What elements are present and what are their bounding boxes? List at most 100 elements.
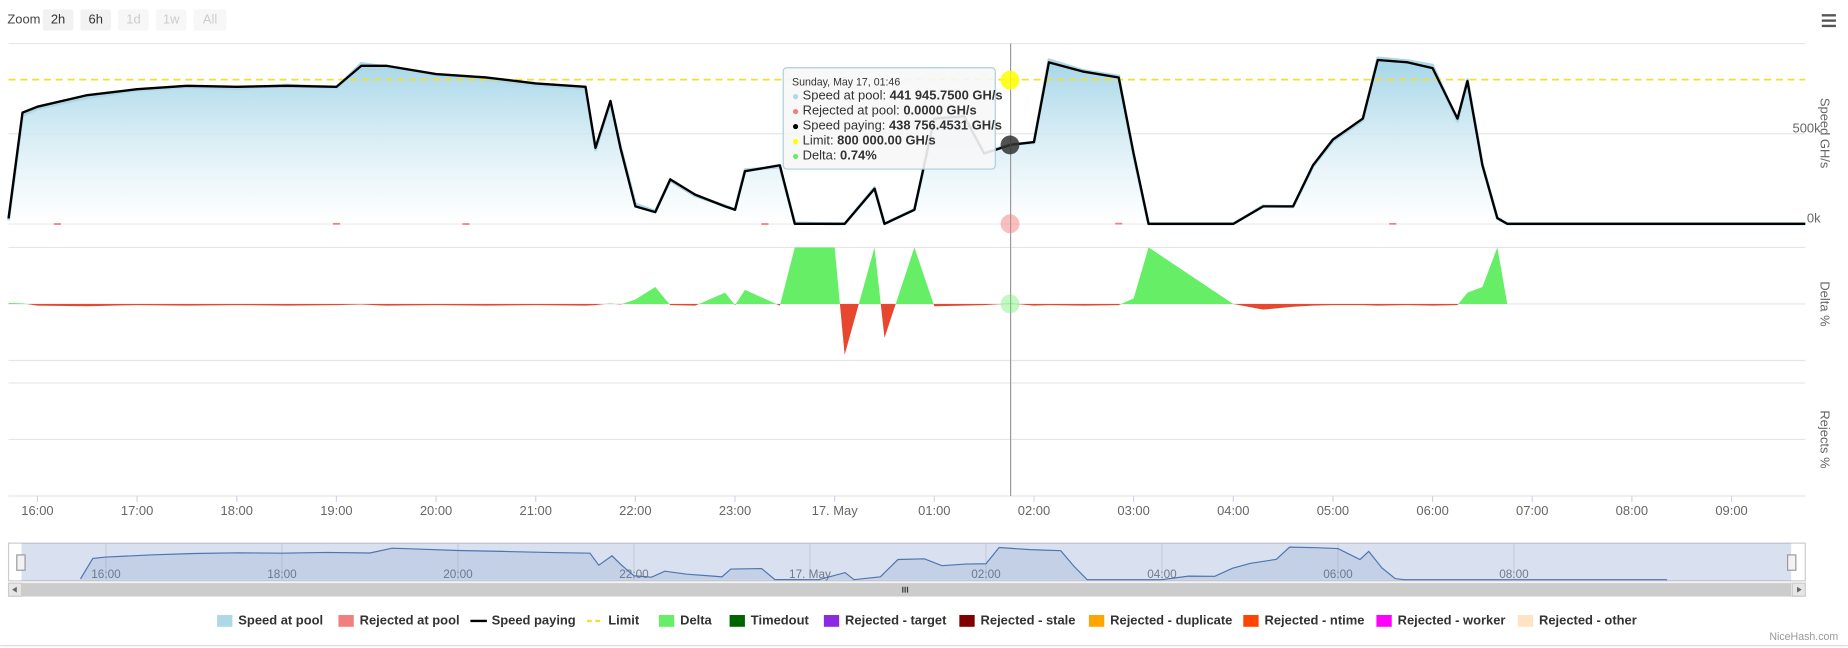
x-tick-label: 04:00 xyxy=(1217,503,1249,518)
tooltip-row-value: 441 945.7500 GH/s xyxy=(890,88,1003,103)
zoom-button xyxy=(193,9,227,31)
tooltip-bullet xyxy=(792,123,799,130)
tooltip: Sunday, May 17, 01:46 Speed at pool: 441… xyxy=(782,67,1003,170)
legend-label[interactable]: Rejected at pool xyxy=(360,612,460,627)
tooltip-row: Limit: 800 000.00 GH/s xyxy=(803,133,936,148)
scrollbar-arrow xyxy=(1797,586,1802,593)
legend-symbol[interactable] xyxy=(1376,615,1392,627)
navigator-label: 02:00 xyxy=(971,568,1001,581)
rejected-bar xyxy=(1115,222,1123,225)
navigator-selection[interactable] xyxy=(21,543,1792,581)
legend-label[interactable]: Limit xyxy=(608,612,640,627)
tooltip-row: Delta: 0.74% xyxy=(803,148,878,163)
scrollbar-grip xyxy=(902,586,909,593)
navigator-label: 17. May xyxy=(789,568,831,581)
x-tick-label: 01:00 xyxy=(918,503,950,518)
tooltip-row-value: 0.0000 GH/s xyxy=(903,103,976,118)
x-tick-label: 09:00 xyxy=(1715,503,1747,518)
hover-marker xyxy=(1000,135,1020,155)
legend-symbol[interactable] xyxy=(1088,615,1105,627)
legend-symbol[interactable] xyxy=(338,615,354,627)
legend-symbol[interactable] xyxy=(217,615,233,627)
navigator-line xyxy=(79,546,1668,581)
x-tick-label: 17:00 xyxy=(121,503,153,518)
tooltip-bullet xyxy=(792,153,799,160)
legend-label[interactable]: Speed at pool xyxy=(238,612,323,627)
hover-marker xyxy=(1000,294,1020,314)
tooltip-row-label: Speed at pool: xyxy=(803,88,890,103)
x-tick-label: 05:00 xyxy=(1317,503,1349,518)
x-tick-label: 23:00 xyxy=(719,503,751,518)
legend-symbol[interactable] xyxy=(1243,615,1259,627)
menu-bar xyxy=(1821,24,1836,28)
x-tick-label: 22:00 xyxy=(619,503,651,518)
legend-symbol[interactable] xyxy=(1517,615,1534,627)
legend-label[interactable]: Rejected - duplicate xyxy=(1110,612,1232,627)
menu-button[interactable] xyxy=(1819,11,1839,31)
tooltip-box xyxy=(782,67,996,170)
x-tick-label: 02:00 xyxy=(1018,503,1050,518)
x-tick-label: 20:00 xyxy=(420,503,452,518)
navigator-label: 22:00 xyxy=(619,568,649,581)
tooltip-title: Sunday, May 17, 01:46 xyxy=(792,76,900,88)
legend-symbol[interactable] xyxy=(729,615,745,627)
y2-axis-title: Delta % xyxy=(1818,281,1833,327)
navigator-label: 08:00 xyxy=(1499,568,1529,581)
zoom-button[interactable] xyxy=(80,9,112,31)
zoom-button-label[interactable]: 2h xyxy=(51,11,65,26)
zoom-button[interactable] xyxy=(42,9,74,31)
navigator-label: 06:00 xyxy=(1323,568,1353,581)
legend-label[interactable]: Speed paying xyxy=(492,612,576,627)
zoom-button xyxy=(118,9,149,31)
rejected-bar xyxy=(332,222,340,225)
x-tick-label: 17. May xyxy=(812,503,859,518)
legend-label[interactable]: Rejected - ntime xyxy=(1264,612,1364,627)
legend-symbol[interactable] xyxy=(823,615,840,627)
scrollbar-thumb[interactable] xyxy=(21,583,1792,597)
x-tick-label: 18:00 xyxy=(221,503,253,518)
tooltip-bullet xyxy=(792,138,799,145)
tooltip-bullet xyxy=(792,108,799,115)
tooltip-row-label: Rejected at pool: xyxy=(803,103,904,118)
tooltip-row-label: Delta: xyxy=(803,148,840,163)
x-tick-label: 19:00 xyxy=(320,503,352,518)
x-tick-label: 06:00 xyxy=(1416,503,1448,518)
tooltip-row-value: 800 000.00 GH/s xyxy=(837,133,936,148)
navigator-handle[interactable] xyxy=(1787,554,1797,571)
hover-marker xyxy=(1000,214,1020,234)
navigator-area xyxy=(80,547,1668,580)
legend-label[interactable]: Delta xyxy=(680,612,712,627)
rejected-bar xyxy=(761,223,769,225)
legend-symbol[interactable] xyxy=(658,615,675,627)
hover-marker xyxy=(1000,70,1020,90)
legend-label[interactable]: Rejected - stale xyxy=(981,612,1076,627)
credit: NiceHash.com xyxy=(1769,631,1838,643)
navigator-label: 16:00 xyxy=(91,568,121,581)
rejected-bar xyxy=(53,223,61,225)
tooltip-row-label: Limit: xyxy=(803,133,838,148)
legend-label[interactable]: Rejected - other xyxy=(1539,612,1637,627)
legend: Speed at pool Rejected at pool Speed payin… xyxy=(217,612,1637,627)
tooltip-row-label: Speed paying: xyxy=(803,118,889,133)
zoom-button-label[interactable]: 6h xyxy=(89,11,103,26)
area-fill xyxy=(8,58,1806,224)
zoom-button-label: 1w xyxy=(163,11,180,26)
y-tick-label: 500k xyxy=(1793,120,1822,135)
tooltip-row: Rejected at pool: 0.0000 GH/s xyxy=(803,103,977,118)
navigator-label: 18:00 xyxy=(267,568,297,581)
navigator-bg xyxy=(7,542,1806,582)
legend-symbol[interactable] xyxy=(959,615,975,627)
legend-label[interactable]: Rejected - target xyxy=(845,612,947,627)
delta-area-positive xyxy=(8,247,1806,304)
tooltip-row-value: 0.74% xyxy=(840,148,877,163)
rejected-bar xyxy=(462,223,470,225)
legend-label[interactable]: Rejected - worker xyxy=(1398,612,1506,627)
legend-label[interactable]: Timedout xyxy=(751,612,810,627)
navigator-handle[interactable] xyxy=(16,554,26,571)
x-tick-label: 16:00 xyxy=(21,503,53,518)
tooltip-row-value: 438 756.4531 GH/s xyxy=(889,118,1002,133)
menu-bar xyxy=(1821,14,1836,17)
x-tick-label: 08:00 xyxy=(1616,503,1648,518)
navigator[interactable]: 16:00 18:00 20:00 22:00 17. May 02:00 04:00 06:… xyxy=(79,543,1668,581)
